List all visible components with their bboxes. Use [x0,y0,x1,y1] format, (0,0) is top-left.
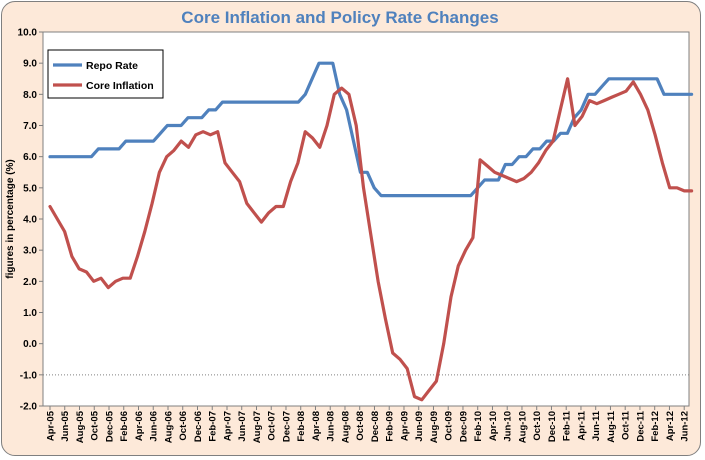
x-tick-label: Oct-10 [532,411,543,441]
y-tick-label: 5.0 [23,183,37,194]
chart-title: Core Inflation and Policy Rate Changes [181,8,498,27]
x-tick-label: Jun-08 [326,411,337,442]
x-tick-label: Oct-08 [355,411,366,441]
legend-box [47,49,164,99]
x-tick-label: Aug-06 [163,411,174,443]
y-tick-label: 2.0 [23,277,37,288]
x-tick-label: Dec-07 [281,411,292,442]
x-tick-label: Apr-11 [576,410,587,440]
y-tick-label: 10.0 [18,28,38,39]
x-tick-label: Apr-08 [311,411,322,441]
series-lines [48,61,694,402]
x-tick-label: Feb-06 [119,411,130,442]
x-tick-label: Feb-09 [385,411,396,442]
x-tick-label: Jun-12 [680,411,691,442]
x-axis-ticks: Apr-05 Jun-05 Aug-05 Oct-05 Dec-05 Feb-06 Apr-… [46,406,691,443]
x-tick-label: Apr-07 [222,411,233,441]
x-tick-label: Dec-09 [458,411,469,442]
y-tick-label: 1.0 [23,308,37,319]
x-tick-label: Jun-06 [149,411,160,442]
y-tick-label: 0.0 [23,339,37,350]
x-tick-label: Dec-10 [547,411,558,442]
x-tick-label: Oct-06 [178,411,189,441]
x-tick-label: Feb-08 [296,411,307,442]
y-tick-label: 4.0 [23,215,37,226]
x-tick-label: Oct-11 [621,410,632,440]
series-line-core-inflation [48,77,694,402]
y-tick-label: 9.0 [23,59,37,70]
x-tick-label: Jun-11 [591,410,602,441]
x-tick-label: Feb-12 [650,411,661,442]
y-axis-ticks: 10.0 9.0 8.0 7.0 6.0 5.0 4.0 3.0 2.0 1.0 0.0 -1.0 -2… [18,28,43,413]
x-tick-label: Aug-10 [517,411,528,443]
y-tick-label: -2.0 [20,402,38,413]
x-tick-label: Aug-08 [340,411,351,443]
x-tick-label: Oct-05 [90,410,101,440]
y-tick-label: 6.0 [23,152,37,163]
x-tick-label: Oct-07 [267,411,278,441]
x-tick-label: Aug-11 [606,410,617,442]
y-tick-label: 3.0 [23,246,37,257]
x-tick-label: Dec-11 [635,410,646,441]
x-tick-label: Feb-07 [208,411,219,442]
x-tick-label: Jun-07 [237,411,248,442]
x-tick-label: Dec-05 [104,410,115,442]
x-tick-label: Apr-10 [488,411,499,441]
x-tick-label: Aug-05 [75,410,86,443]
x-tick-label: Feb-10 [473,411,484,442]
y-tick-label: -1.0 [20,370,38,381]
x-tick-label: Apr-09 [399,411,410,441]
x-tick-label: Dec-06 [193,411,204,442]
x-tick-label: Apr-12 [665,411,676,441]
y-tick-label: 8.0 [23,90,37,101]
legend-label: Core Inflation [86,80,154,92]
x-tick-label: Apr-06 [134,411,145,441]
x-tick-label: Jun-10 [503,411,514,442]
x-tick-label: Feb-11 [562,410,573,441]
x-tick-label: Dec-08 [370,411,381,442]
x-tick-label: Aug-09 [429,411,440,443]
y-tick-label: 7.0 [23,121,37,132]
x-tick-label: Jun-05 [60,410,71,441]
x-tick-label: Oct-09 [444,411,455,441]
series-line-repo-rate [48,61,694,198]
x-tick-label: Jun-09 [414,411,425,442]
x-tick-label: Apr-05 [46,410,57,441]
y-axis-label: figures in percentage (%) [5,159,16,278]
legend: Repo Rate Core Inflation [47,49,164,99]
x-tick-label: Aug-07 [252,411,263,443]
legend-label: Repo Rate [86,60,138,72]
